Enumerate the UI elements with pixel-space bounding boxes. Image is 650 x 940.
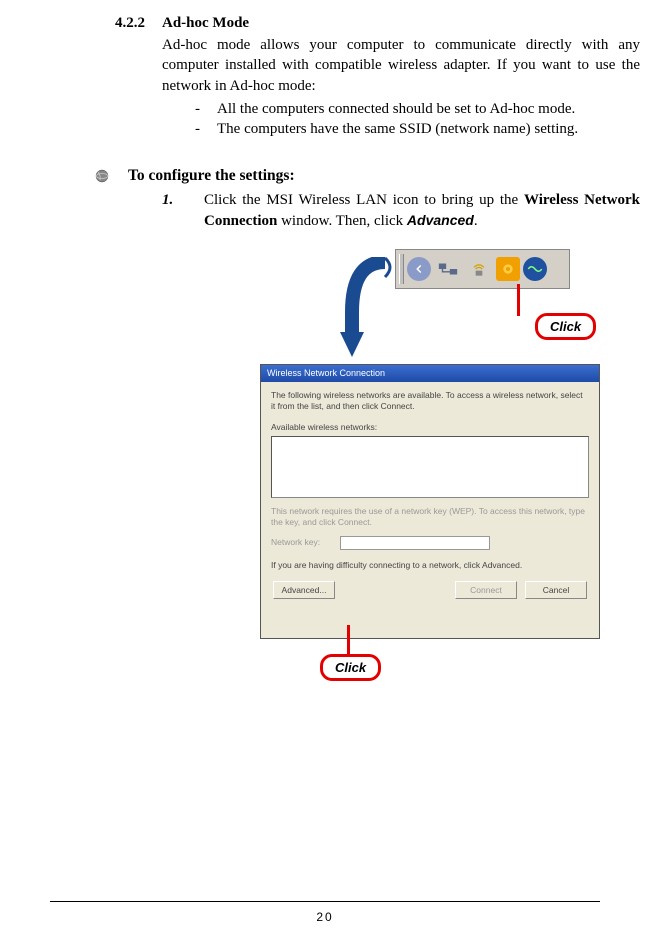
step-row: 1. Click the MSI Wireless LAN icon to br… xyxy=(162,190,640,231)
configure-heading: To configure the settings: xyxy=(128,167,640,185)
wave-icon[interactable] xyxy=(523,257,547,281)
globe-icon xyxy=(95,169,109,183)
arrow-icon xyxy=(340,257,400,362)
bullet-list: - All the computers connected should be … xyxy=(195,99,640,140)
list-item: - All the computers connected should be … xyxy=(195,99,640,119)
available-label: Available wireless networks: xyxy=(271,422,589,432)
shield-icon[interactable] xyxy=(496,257,520,281)
callout-line xyxy=(517,284,520,316)
list-item: - The computers have the same SSID (netw… xyxy=(195,119,640,139)
bullet-text: The computers have the same SSID (networ… xyxy=(217,119,640,139)
page-number: 20 xyxy=(0,910,650,924)
bullet-text: All the computers connected should be se… xyxy=(217,99,640,119)
step-text: Click the MSI Wireless LAN icon to bring… xyxy=(204,190,640,231)
section-number: 4.2.2 xyxy=(115,15,145,32)
click-callout: Click xyxy=(320,654,381,681)
system-tray xyxy=(395,249,570,289)
dialog-description: The following wireless networks are avai… xyxy=(271,390,589,412)
footer-rule xyxy=(50,901,600,902)
cancel-button[interactable]: Cancel xyxy=(525,581,587,599)
connect-button[interactable]: Connect xyxy=(455,581,517,599)
network-key-input[interactable] xyxy=(340,536,490,550)
figure-area: Click Wireless Network Connection The fo… xyxy=(240,249,640,709)
advanced-button[interactable]: Advanced... xyxy=(273,581,335,599)
section-title: Ad-hoc Mode xyxy=(162,15,640,32)
wireless-dialog: Wireless Network Connection The followin… xyxy=(260,364,600,639)
nav-back-icon[interactable] xyxy=(407,257,431,281)
dash-icon: - xyxy=(195,99,217,119)
help-text: If you are having difficulty connecting … xyxy=(271,560,589,571)
click-callout: Click xyxy=(535,313,596,340)
dialog-titlebar: Wireless Network Connection xyxy=(261,365,599,382)
callout-line xyxy=(347,625,350,657)
network-icon[interactable] xyxy=(434,255,462,283)
section-intro: Ad-hoc mode allows your computer to comm… xyxy=(162,35,640,96)
dash-icon: - xyxy=(195,119,217,139)
wlan-icon[interactable] xyxy=(465,255,493,283)
key-label: Network key: xyxy=(271,537,320,548)
networks-listbox[interactable] xyxy=(271,436,589,498)
step-number: 1. xyxy=(162,190,204,231)
wep-text: This network requires the use of a netwo… xyxy=(271,506,589,528)
